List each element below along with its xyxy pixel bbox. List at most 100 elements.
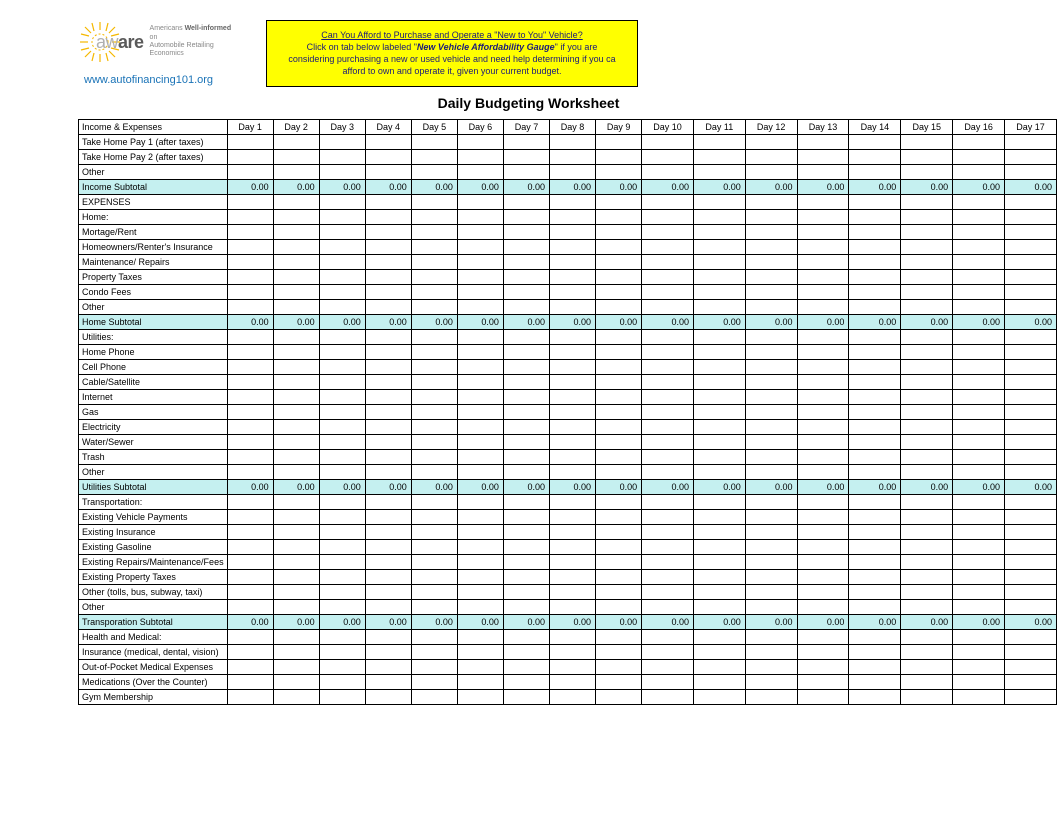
- data-cell[interactable]: [953, 134, 1005, 149]
- data-cell[interactable]: [694, 209, 746, 224]
- data-cell[interactable]: [1005, 209, 1057, 224]
- data-cell[interactable]: [273, 434, 319, 449]
- data-cell[interactable]: [797, 209, 849, 224]
- data-cell[interactable]: [457, 509, 503, 524]
- data-cell[interactable]: [849, 509, 901, 524]
- data-cell[interactable]: [550, 194, 596, 209]
- data-cell[interactable]: [503, 524, 549, 539]
- data-cell[interactable]: [745, 659, 797, 674]
- data-cell[interactable]: [411, 449, 457, 464]
- data-cell[interactable]: [273, 239, 319, 254]
- data-cell[interactable]: [1005, 449, 1057, 464]
- data-cell[interactable]: [273, 164, 319, 179]
- data-cell[interactable]: [642, 689, 694, 704]
- data-cell[interactable]: [642, 299, 694, 314]
- data-cell[interactable]: [596, 554, 642, 569]
- data-cell[interactable]: [365, 404, 411, 419]
- data-cell[interactable]: [457, 284, 503, 299]
- data-cell[interactable]: [745, 149, 797, 164]
- data-cell[interactable]: [694, 599, 746, 614]
- data-cell[interactable]: [953, 629, 1005, 644]
- data-cell[interactable]: [1005, 164, 1057, 179]
- data-cell[interactable]: [273, 284, 319, 299]
- data-cell[interactable]: [642, 449, 694, 464]
- data-cell[interactable]: [319, 239, 365, 254]
- data-cell[interactable]: [694, 269, 746, 284]
- data-cell[interactable]: [227, 344, 273, 359]
- data-cell[interactable]: [503, 644, 549, 659]
- data-cell[interactable]: 0.00: [797, 179, 849, 194]
- data-cell[interactable]: [457, 194, 503, 209]
- data-cell[interactable]: [411, 239, 457, 254]
- data-cell[interactable]: [1005, 464, 1057, 479]
- data-cell[interactable]: [457, 464, 503, 479]
- data-cell[interactable]: [596, 629, 642, 644]
- data-cell[interactable]: [319, 359, 365, 374]
- data-cell[interactable]: [273, 644, 319, 659]
- data-cell[interactable]: [901, 509, 953, 524]
- data-cell[interactable]: [365, 284, 411, 299]
- data-cell[interactable]: [745, 239, 797, 254]
- data-cell[interactable]: [1005, 554, 1057, 569]
- data-cell[interactable]: [1005, 434, 1057, 449]
- data-cell[interactable]: [901, 434, 953, 449]
- data-cell[interactable]: 0.00: [411, 614, 457, 629]
- data-cell[interactable]: 0.00: [550, 314, 596, 329]
- data-cell[interactable]: 0.00: [457, 479, 503, 494]
- data-cell[interactable]: [953, 344, 1005, 359]
- data-cell[interactable]: [365, 434, 411, 449]
- data-cell[interactable]: [797, 419, 849, 434]
- data-cell[interactable]: [503, 299, 549, 314]
- data-cell[interactable]: [694, 509, 746, 524]
- data-cell[interactable]: [849, 599, 901, 614]
- data-cell[interactable]: [227, 629, 273, 644]
- data-cell[interactable]: [797, 539, 849, 554]
- data-cell[interactable]: [901, 674, 953, 689]
- data-cell[interactable]: [745, 644, 797, 659]
- data-cell[interactable]: 0.00: [227, 479, 273, 494]
- data-cell[interactable]: [797, 239, 849, 254]
- data-cell[interactable]: [953, 269, 1005, 284]
- data-cell[interactable]: [797, 449, 849, 464]
- data-cell[interactable]: [694, 434, 746, 449]
- data-cell[interactable]: [411, 269, 457, 284]
- data-cell[interactable]: [550, 224, 596, 239]
- data-cell[interactable]: [901, 659, 953, 674]
- data-cell[interactable]: [642, 164, 694, 179]
- data-cell[interactable]: [694, 569, 746, 584]
- data-cell[interactable]: [642, 584, 694, 599]
- data-cell[interactable]: [596, 674, 642, 689]
- data-cell[interactable]: [411, 224, 457, 239]
- data-cell[interactable]: [550, 434, 596, 449]
- data-cell[interactable]: [797, 554, 849, 569]
- data-cell[interactable]: [457, 674, 503, 689]
- data-cell[interactable]: [849, 224, 901, 239]
- data-cell[interactable]: [596, 434, 642, 449]
- data-cell[interactable]: [642, 344, 694, 359]
- data-cell[interactable]: [273, 344, 319, 359]
- data-cell[interactable]: [411, 329, 457, 344]
- data-cell[interactable]: [503, 134, 549, 149]
- data-cell[interactable]: [365, 374, 411, 389]
- data-cell[interactable]: [550, 554, 596, 569]
- data-cell[interactable]: [319, 269, 365, 284]
- data-cell[interactable]: [457, 689, 503, 704]
- data-cell[interactable]: [319, 389, 365, 404]
- data-cell[interactable]: [503, 494, 549, 509]
- data-cell[interactable]: [319, 344, 365, 359]
- data-cell[interactable]: [596, 509, 642, 524]
- data-cell[interactable]: [550, 359, 596, 374]
- data-cell[interactable]: [503, 269, 549, 284]
- data-cell[interactable]: [745, 464, 797, 479]
- data-cell[interactable]: [227, 239, 273, 254]
- data-cell[interactable]: [797, 374, 849, 389]
- data-cell[interactable]: [953, 404, 1005, 419]
- data-cell[interactable]: [227, 449, 273, 464]
- data-cell[interactable]: [849, 239, 901, 254]
- data-cell[interactable]: [745, 434, 797, 449]
- data-cell[interactable]: 0.00: [1005, 479, 1057, 494]
- data-cell[interactable]: [365, 509, 411, 524]
- data-cell[interactable]: [642, 419, 694, 434]
- data-cell[interactable]: [953, 239, 1005, 254]
- data-cell[interactable]: 0.00: [797, 314, 849, 329]
